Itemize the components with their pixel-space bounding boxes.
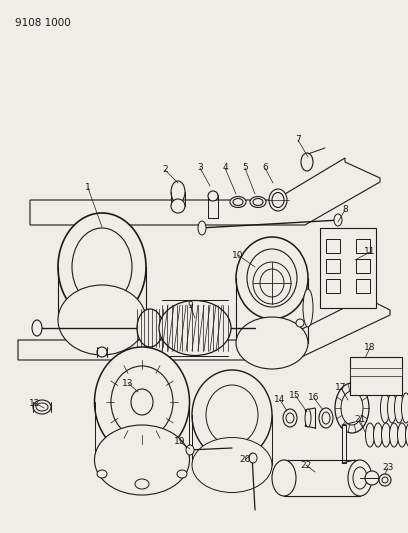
Ellipse shape — [186, 445, 194, 455]
Bar — [350, 368, 402, 376]
Ellipse shape — [390, 423, 399, 447]
Ellipse shape — [253, 198, 263, 206]
Bar — [326, 259, 340, 273]
Ellipse shape — [303, 289, 313, 327]
Polygon shape — [18, 295, 390, 360]
Text: 22: 22 — [300, 461, 312, 470]
Ellipse shape — [381, 393, 390, 423]
Ellipse shape — [366, 423, 375, 447]
Text: 13: 13 — [122, 378, 134, 387]
Ellipse shape — [135, 479, 149, 489]
Text: 20: 20 — [239, 456, 251, 464]
Text: 17: 17 — [335, 384, 347, 392]
Ellipse shape — [406, 423, 408, 447]
Ellipse shape — [192, 438, 272, 492]
Ellipse shape — [36, 403, 48, 411]
Text: 5: 5 — [242, 164, 248, 173]
Ellipse shape — [260, 269, 284, 297]
Ellipse shape — [301, 153, 313, 171]
Bar — [320, 228, 376, 308]
Ellipse shape — [208, 191, 218, 201]
Ellipse shape — [236, 237, 308, 319]
Ellipse shape — [395, 393, 404, 423]
Ellipse shape — [382, 477, 388, 483]
Bar — [356, 239, 370, 253]
Ellipse shape — [230, 197, 246, 207]
Ellipse shape — [272, 192, 284, 207]
Text: 2: 2 — [162, 166, 168, 174]
Ellipse shape — [236, 317, 308, 369]
Ellipse shape — [379, 474, 391, 486]
Text: 10: 10 — [232, 251, 244, 260]
Bar — [326, 239, 340, 253]
Ellipse shape — [373, 423, 383, 447]
Polygon shape — [30, 158, 380, 225]
Text: 21: 21 — [354, 416, 366, 424]
Ellipse shape — [334, 214, 342, 226]
Ellipse shape — [177, 470, 187, 478]
Text: 8: 8 — [342, 206, 348, 214]
Ellipse shape — [97, 470, 107, 478]
Ellipse shape — [397, 423, 406, 447]
Ellipse shape — [111, 366, 173, 438]
Bar — [326, 279, 340, 293]
Ellipse shape — [206, 385, 258, 445]
Text: 6: 6 — [262, 164, 268, 173]
Ellipse shape — [335, 383, 369, 433]
Bar — [356, 279, 370, 293]
Ellipse shape — [95, 347, 189, 457]
Ellipse shape — [249, 453, 257, 463]
Ellipse shape — [131, 389, 153, 415]
Ellipse shape — [171, 181, 185, 203]
Ellipse shape — [233, 198, 243, 206]
Text: 9: 9 — [187, 301, 193, 310]
Ellipse shape — [348, 460, 372, 496]
Text: 12: 12 — [29, 399, 41, 408]
Text: 7: 7 — [295, 135, 301, 144]
Ellipse shape — [97, 347, 107, 357]
Ellipse shape — [322, 412, 330, 424]
Text: 11: 11 — [364, 247, 376, 256]
Ellipse shape — [305, 409, 311, 427]
Ellipse shape — [95, 425, 189, 495]
Bar — [356, 259, 370, 273]
Ellipse shape — [58, 285, 146, 355]
Ellipse shape — [286, 413, 294, 423]
Text: 3: 3 — [197, 164, 203, 173]
Ellipse shape — [319, 408, 333, 428]
Text: 23: 23 — [382, 464, 394, 472]
Text: 16: 16 — [308, 393, 320, 402]
Text: 18: 18 — [364, 343, 376, 352]
Ellipse shape — [198, 221, 206, 235]
Ellipse shape — [137, 309, 163, 347]
Text: 1: 1 — [85, 183, 91, 192]
Ellipse shape — [353, 467, 367, 489]
Ellipse shape — [72, 228, 132, 306]
Ellipse shape — [365, 471, 379, 485]
Text: 15: 15 — [289, 391, 301, 400]
Ellipse shape — [58, 213, 146, 321]
Ellipse shape — [388, 393, 397, 423]
Ellipse shape — [272, 460, 296, 496]
Ellipse shape — [192, 370, 272, 460]
Ellipse shape — [296, 319, 304, 327]
Ellipse shape — [381, 423, 390, 447]
Ellipse shape — [171, 199, 185, 213]
Ellipse shape — [283, 409, 297, 427]
Text: 19: 19 — [174, 438, 186, 447]
Text: 14: 14 — [274, 395, 286, 405]
Ellipse shape — [401, 393, 408, 423]
Ellipse shape — [250, 197, 266, 207]
Ellipse shape — [32, 320, 42, 336]
Ellipse shape — [269, 189, 287, 211]
Text: 9108 1000: 9108 1000 — [15, 18, 71, 28]
Text: 4: 4 — [222, 164, 228, 173]
Bar — [350, 357, 402, 395]
Ellipse shape — [253, 262, 291, 304]
Ellipse shape — [247, 249, 297, 307]
Bar — [342, 425, 346, 463]
Ellipse shape — [341, 391, 363, 425]
Ellipse shape — [159, 301, 231, 356]
Ellipse shape — [33, 400, 51, 414]
